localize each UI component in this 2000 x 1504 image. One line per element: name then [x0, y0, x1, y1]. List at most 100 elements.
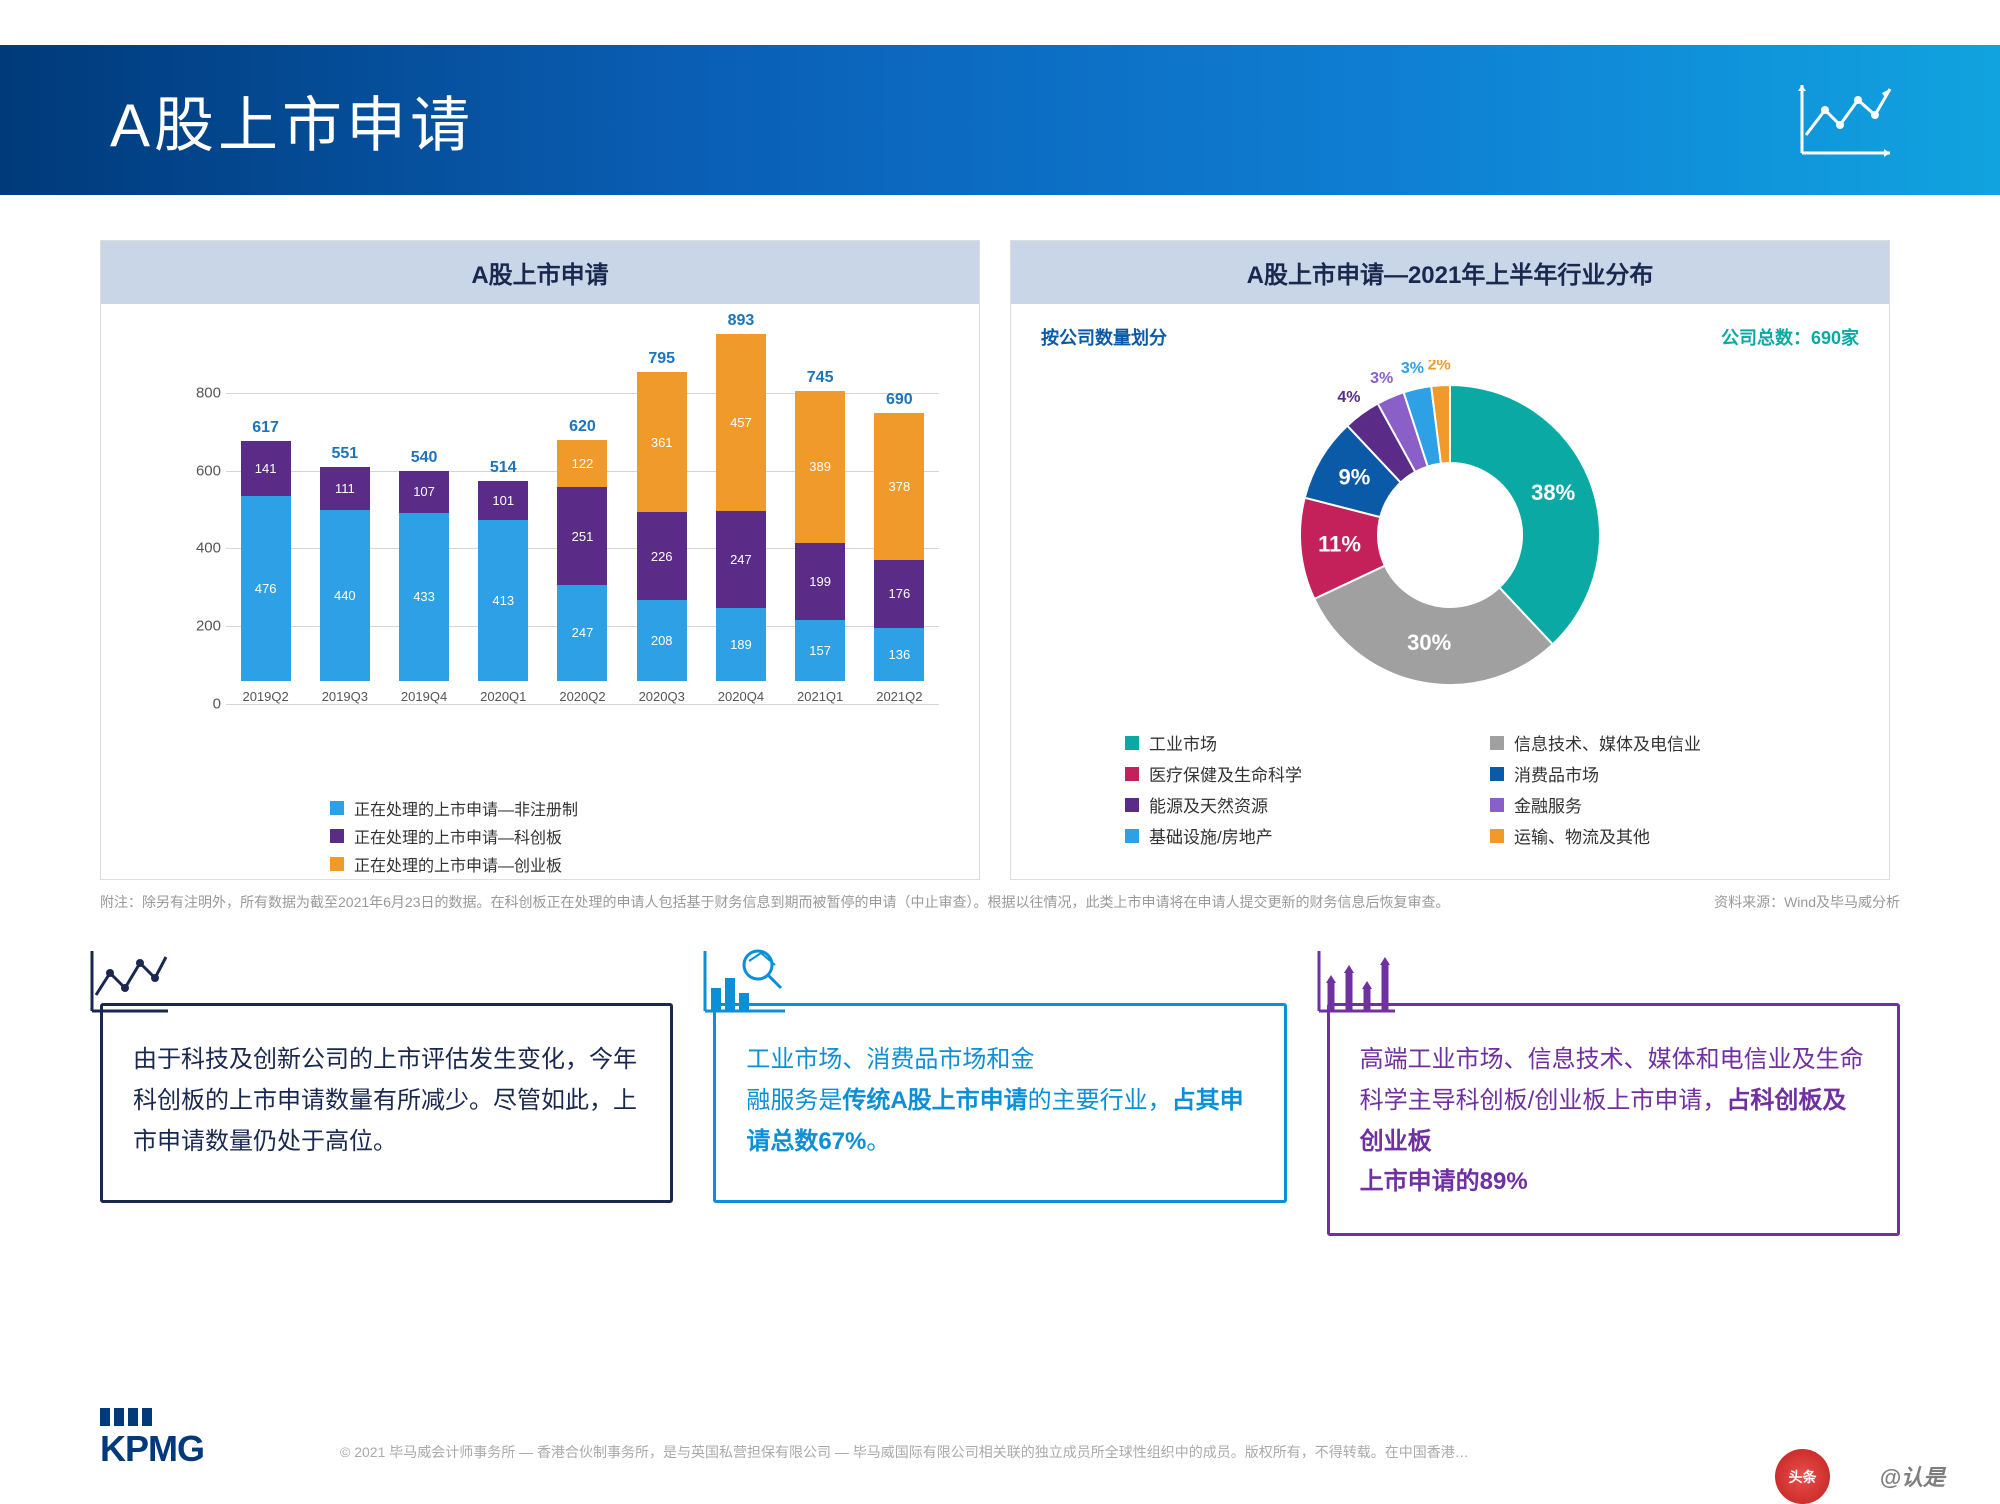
- y-tick-label: 600: [196, 462, 221, 479]
- bar-segment: 457: [716, 334, 766, 512]
- legend-item: 信息技术、媒体及电信业: [1490, 730, 1775, 755]
- bar-segment: 476: [241, 496, 291, 681]
- bar-chart-icon: [1307, 943, 1402, 1023]
- trend-icon: [1790, 75, 1900, 165]
- bar-segment: 122: [557, 440, 607, 487]
- legend-swatch: [1125, 829, 1139, 843]
- bar-category-label: 2019Q2: [242, 689, 288, 704]
- legend-item: 消费品市场: [1490, 761, 1775, 786]
- donut-slice-label: 11%: [1318, 531, 1361, 556]
- copyright-text: © 2021 毕马威会计师事务所 — 香港合伙制事务所，是与英国私营担保有限公司…: [340, 1442, 1840, 1462]
- bar-category-label: 2019Q3: [322, 689, 368, 704]
- legend-label: 基础设施/房地产: [1149, 823, 1273, 848]
- source-text: 资料来源：Wind及毕马威分析: [1714, 892, 1900, 913]
- y-tick-label: 200: [196, 618, 221, 635]
- legend-item: 正在处理的上市申请—创业板: [330, 852, 750, 876]
- grid-line: [226, 704, 939, 705]
- pie-legend: 工业市场 信息技术、媒体及电信业医疗保健及生命科学 消费品市场能源及天然资源 金融服务…: [1125, 730, 1775, 848]
- bar-segment: 199: [795, 543, 845, 620]
- legend-label: 能源及天然资源: [1149, 792, 1268, 817]
- bar-segment: 111: [320, 467, 370, 510]
- legend-swatch: [1490, 829, 1504, 843]
- legend-label: 信息技术、媒体及电信业: [1514, 730, 1701, 755]
- y-tick-label: 800: [196, 384, 221, 401]
- bar-group: 6202472511222020Q2: [551, 418, 613, 704]
- bar-group: 6174761412019Q2: [235, 419, 297, 704]
- bar-group: 6901361763782021Q2: [868, 391, 930, 704]
- bar-segment: 157: [795, 620, 845, 681]
- panel-bar-title: A股上市申请: [101, 241, 979, 304]
- bar-segment: 189: [716, 608, 766, 682]
- bar-stack: 440111: [320, 467, 370, 681]
- legend-swatch: [1125, 736, 1139, 750]
- bar-segment: 101: [478, 481, 528, 520]
- y-tick-label: 0: [213, 696, 221, 713]
- bar-stack: 476141: [241, 441, 291, 681]
- bar-category-label: 2020Q4: [718, 689, 764, 704]
- panels-row: A股上市申请 02004006008006174761412019Q255144…: [100, 240, 1900, 880]
- pie-right-label: 公司总数：690家: [1721, 324, 1859, 350]
- bar-stack: 157199389: [795, 391, 845, 681]
- callout-icon: [693, 943, 793, 1028]
- bar-group: 514 413101 2020Q1: [472, 459, 534, 704]
- legend-label: 工业市场: [1149, 730, 1217, 755]
- bar-group: 7952082263612020Q3: [631, 350, 693, 704]
- panel-pie-body: 按公司数量划分 公司总数：690家 38%30%11%9%4%3%3%2% 工业…: [1011, 304, 1889, 890]
- panel-pie-title: A股上市申请—2021年上半年行业分布: [1011, 241, 1889, 304]
- bar-stack: 413101: [478, 481, 528, 681]
- callout-box: 由于科技及创新公司的上市评估发生变化，今年科创板的上市申请数量有所减少。尽管如此…: [100, 1003, 673, 1203]
- panel-bar-body: 02004006008006174761412019Q2551440111201…: [101, 304, 979, 890]
- bar-category-label: 2020Q1: [480, 689, 526, 704]
- bar-segment: 389: [795, 391, 845, 542]
- bar-segment: 433: [399, 513, 449, 681]
- bar-category-label: 2021Q2: [876, 689, 922, 704]
- bar-segment: 226: [637, 512, 687, 600]
- kpmg-logo-text: KPMG: [100, 1428, 204, 1469]
- bar-segment: 361: [637, 372, 687, 512]
- footnote-row: 附注：除另有注明外，所有数据为截至2021年6月23日的数据。在科创板正在处理的…: [100, 892, 1900, 913]
- legend-label: 运输、物流及其他: [1514, 823, 1650, 848]
- bar-total-label: 893: [728, 312, 755, 330]
- bar-segment: 176: [874, 560, 924, 628]
- donut-slice-label: 2%: [1428, 360, 1451, 373]
- panel-pie-chart: A股上市申请—2021年上半年行业分布 按公司数量划分 公司总数：690家 38…: [1010, 240, 1890, 880]
- legend-label: 医疗保健及生命科学: [1149, 761, 1302, 786]
- panel-bar-chart: A股上市申请 02004006008006174761412019Q255144…: [100, 240, 980, 880]
- bar-total-label: 551: [331, 445, 358, 463]
- legend-label: 正在处理的上市申请—非注册制: [354, 796, 578, 820]
- legend-item: 能源及天然资源: [1125, 792, 1410, 817]
- bar-segment: 378: [874, 413, 924, 560]
- bar-group: 551 440111 2019Q3: [314, 445, 376, 704]
- callout: 高端工业市场、信息技术、媒体和电信业及生命科学主导科创板/创业板上市申请，占科创…: [1327, 953, 1900, 1236]
- watermark-badge: 头条: [1775, 1449, 1830, 1504]
- main-content: A股上市申请 02004006008006174761412019Q255144…: [100, 240, 1900, 1236]
- callout: 由于科技及创新公司的上市评估发生变化，今年科创板的上市申请数量有所减少。尽管如此…: [100, 953, 673, 1236]
- legend-swatch: [1490, 767, 1504, 781]
- legend-swatch: [1125, 767, 1139, 781]
- donut-slice-label: 3%: [1370, 370, 1393, 387]
- kpmg-logo: KPMG: [100, 1408, 204, 1470]
- bar-segment: 247: [557, 585, 607, 681]
- legend-label: 正在处理的上市申请—创业板: [354, 852, 562, 876]
- legend-item: 医疗保健及生命科学: [1125, 761, 1410, 786]
- bar-total-label: 514: [490, 459, 517, 477]
- callout-icon: [80, 943, 175, 1028]
- bar-segment: 247: [716, 511, 766, 607]
- callout-box: 工业市场、消费品市场和金融服务是传统A股上市申请的主要行业，占其申请总数67%。: [713, 1003, 1286, 1203]
- bar-segment: 413: [478, 520, 528, 681]
- page-header: A股上市申请: [0, 45, 2000, 195]
- callout-em: 传统A股上市申请: [842, 1087, 1027, 1114]
- legend-item: 正在处理的上市申请—科创板: [330, 824, 750, 848]
- callout-box: 高端工业市场、信息技术、媒体和电信业及生命科学主导科创板/创业板上市申请，占科创…: [1327, 1003, 1900, 1236]
- donut-slice-label: 4%: [1337, 389, 1360, 406]
- bar-segment: 440: [320, 510, 370, 681]
- legend-swatch: [1125, 798, 1139, 812]
- combo-chart-icon: [693, 943, 793, 1023]
- callout-icon: [1307, 943, 1402, 1028]
- y-tick-label: 400: [196, 540, 221, 557]
- bar-segment: 208: [637, 600, 687, 681]
- bar-chart-legend: 正在处理的上市申请—非注册制正在处理的上市申请—科创板正在处理的上市申请—创业板: [330, 796, 750, 880]
- bar-stack: 189247457: [716, 334, 766, 681]
- legend-label: 金融服务: [1514, 792, 1582, 817]
- bar-group: 893 189247457 2020Q4: [710, 312, 772, 704]
